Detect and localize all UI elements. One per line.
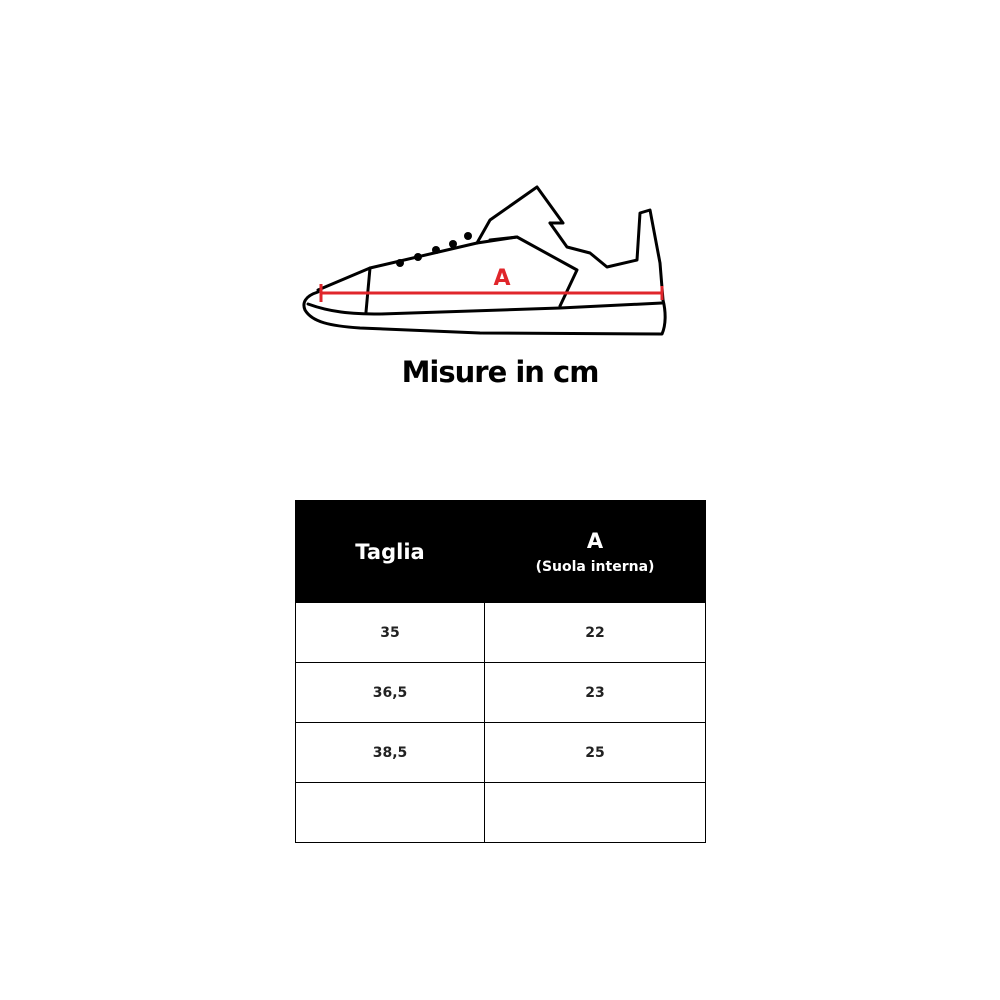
- header-a: A (Suola interna): [484, 500, 706, 603]
- cell-a: 25: [484, 722, 706, 783]
- laces: [396, 232, 472, 267]
- cell-a: 22: [484, 602, 706, 663]
- cell-size: 38,5: [295, 722, 485, 783]
- size-table: Taglia A (Suola interna) 35 22 36,5 23 38,…: [295, 500, 706, 843]
- page-title: Misure in cm: [401, 355, 600, 389]
- cell-a: 23: [484, 662, 706, 723]
- cell-size: 36,5: [295, 662, 485, 723]
- table-row: 35 22: [295, 602, 706, 663]
- header-size-label: Taglia: [355, 539, 425, 564]
- table-header: Taglia A (Suola interna): [295, 500, 706, 603]
- table-row: [295, 782, 706, 843]
- cell-a: [484, 782, 706, 843]
- shoe-diagram: A: [302, 185, 667, 336]
- measure-label: A: [493, 266, 510, 291]
- cell-size: [295, 782, 485, 843]
- table-row: 36,5 23: [295, 662, 706, 723]
- table-row: 38,5 25: [295, 722, 706, 783]
- cell-size: 35: [295, 602, 485, 663]
- header-a-sub: (Suola interna): [535, 558, 655, 575]
- measure-line-a: A: [319, 266, 664, 302]
- header-a-label: A: [586, 528, 604, 553]
- header-size: Taglia: [295, 500, 485, 603]
- shoe-outline: [302, 185, 667, 336]
